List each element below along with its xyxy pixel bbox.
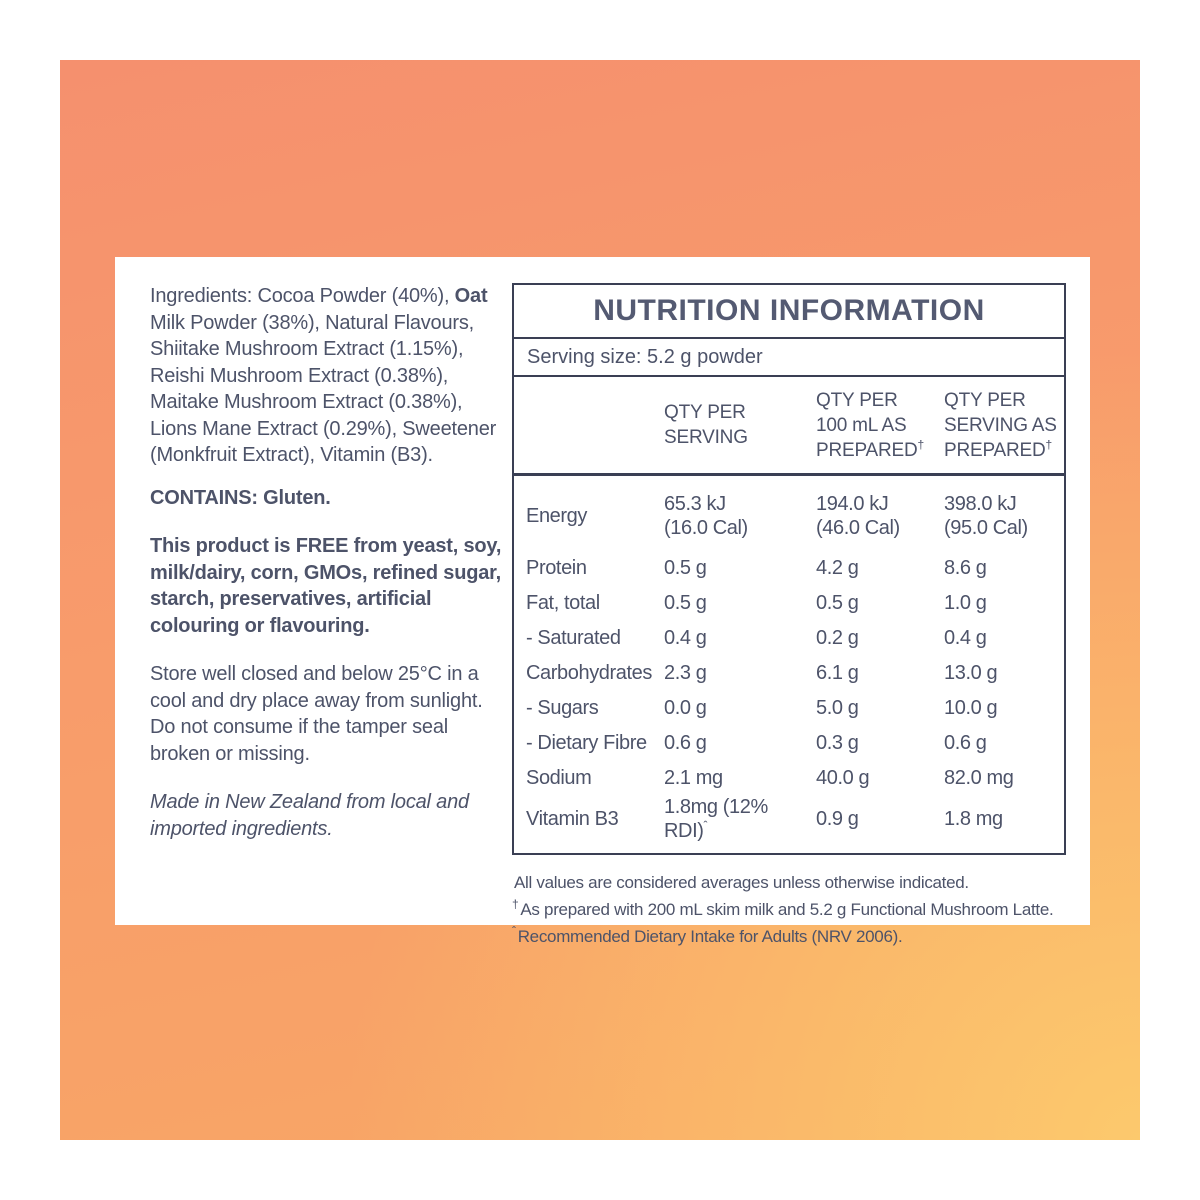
nutrition-table-title: NUTRITION INFORMATION — [514, 285, 1064, 339]
footnote-rdi: ˆ Recommended Dietary Intake for Adults (… — [512, 923, 1087, 950]
footnote-text: As prepared with 200 mL skim milk and 5.… — [520, 900, 1054, 919]
cell-value: 8.6 g — [944, 556, 987, 579]
footnotes: All values are considered averages unles… — [512, 869, 1087, 950]
header-qty-per-serving: QTY PER SERVING — [664, 400, 816, 450]
cell-value: 0.2 g — [816, 626, 859, 649]
cell-value: 0.5 g — [816, 591, 859, 614]
table-row-dietary-fibre: - Dietary Fibre 0.6 g 0.3 g 0.6 g — [514, 725, 1064, 760]
cell-value: 2.1 mg — [664, 766, 723, 789]
header-qty-per-100ml-as-prepared: QTY PER 100 mL AS PREPARED† — [816, 388, 944, 463]
row-label: - Sugars — [526, 696, 599, 719]
cell-value: 1.8mg (12% RDI)ˆ — [664, 795, 816, 843]
row-label: Protein — [526, 556, 587, 579]
row-label: Vitamin B3 — [526, 808, 619, 830]
ingredients-column: Ingredients: Cocoa Powder (40%), Oat Mil… — [150, 283, 505, 864]
cell-value: 4.2 g — [816, 556, 859, 579]
cell-value: 65.3 kJ (16.0 Cal) — [664, 493, 748, 539]
contains-statement: CONTAINS: Gluten. — [150, 486, 331, 509]
cell-value: 82.0 mg — [944, 766, 1014, 789]
cell-value-text: 1.8mg (12% RDI) — [664, 796, 768, 842]
cell-value: 6.1 g — [816, 661, 859, 684]
cell-value: 0.6 g — [944, 731, 987, 754]
cell-value: 194.0 kJ (46.0 Cal) — [816, 493, 900, 539]
header-text: QTY PER SERVING AS PREPARED — [944, 389, 1057, 461]
cell-value: 13.0 g — [944, 661, 998, 684]
dagger-icon: † — [512, 897, 519, 912]
table-body: Energy 65.3 kJ (16.0 Cal) 194.0 kJ (46.0… — [514, 476, 1064, 853]
background-gradient: Ingredients: Cocoa Powder (40%), Oat Mil… — [60, 60, 1140, 1140]
row-label: Carbohydrates — [526, 661, 652, 684]
cell-value: 0.6 g — [664, 731, 707, 754]
cell-value: 0.3 g — [816, 731, 859, 754]
row-label: Energy — [526, 505, 587, 527]
row-label: - Saturated — [526, 626, 621, 649]
table-row-carbohydrates: Carbohydrates 2.3 g 6.1 g 13.0 g — [514, 655, 1064, 690]
dagger-superscript: † — [1045, 437, 1053, 452]
table-header-row: QTY PER SERVING QTY PER 100 mL AS PREPAR… — [514, 377, 1064, 476]
free-from-statement: This product is FREE from yeast, soy, mi… — [150, 535, 502, 637]
cell-value: 398.0 kJ (95.0 Cal) — [944, 493, 1028, 539]
header-text: QTY PER 100 mL AS PREPARED — [816, 389, 918, 461]
nutrition-table: NUTRITION INFORMATION Serving size: 5.2 … — [512, 283, 1066, 855]
cell-value: 0.4 g — [664, 626, 707, 649]
dagger-superscript: † — [917, 437, 925, 452]
cell-value: 0.5 g — [664, 556, 707, 579]
cell-value: 0.5 g — [664, 591, 707, 614]
cell-value: 10.0 g — [944, 696, 998, 719]
table-row-saturated: - Saturated 0.4 g 0.2 g 0.4 g — [514, 620, 1064, 655]
cell-value: 40.0 g — [816, 766, 870, 789]
cell-value: 1.8 mg — [944, 808, 1003, 830]
caret-superscript: ˆ — [703, 818, 708, 833]
nutrition-panel: NUTRITION INFORMATION Serving size: 5.2 … — [512, 283, 1087, 950]
row-label: Fat, total — [526, 591, 600, 614]
caret-icon: ˆ — [512, 924, 516, 939]
table-row-fat-total: Fat, total 0.5 g 0.5 g 1.0 g — [514, 585, 1064, 620]
footnote-text: All values are considered averages unles… — [514, 873, 969, 892]
ingredients-rest: Milk Powder (38%), Natural Flavours, Shi… — [150, 311, 497, 467]
ingredients-text: Ingredients: Cocoa Powder (40%), Oat Mil… — [150, 283, 505, 469]
cell-value: 0.0 g — [664, 696, 707, 719]
ingredients-prefix: Ingredients: Cocoa Powder (40%), — [150, 285, 455, 307]
cell-value: 0.9 g — [816, 808, 859, 830]
cell-value: 5.0 g — [816, 696, 859, 719]
table-row-sodium: Sodium 2.1 mg 40.0 g 82.0 mg — [514, 760, 1064, 795]
cell-value: 1.0 g — [944, 591, 987, 614]
table-row-vitamin-b3: Vitamin B3 1.8mg (12% RDI)ˆ 0.9 g 1.8 mg — [514, 795, 1064, 843]
header-qty-per-serving-as-prepared: QTY PER SERVING AS PREPARED† — [944, 388, 1064, 463]
storage-instructions: Store well closed and below 25°C in a co… — [150, 663, 483, 765]
cell-value: 0.4 g — [944, 626, 987, 649]
row-label: Sodium — [526, 766, 592, 789]
origin-statement: Made in New Zealand from local and impor… — [150, 791, 469, 840]
cell-value: 2.3 g — [664, 661, 707, 684]
label-card: Ingredients: Cocoa Powder (40%), Oat Mil… — [115, 257, 1090, 946]
ingredients-bold-word: Oat — [454, 285, 488, 307]
table-row-protein: Protein 0.5 g 4.2 g 8.6 g — [514, 550, 1064, 585]
footnote-as-prepared: † As prepared with 200 mL skim milk and 5… — [512, 896, 1087, 923]
table-row-sugars: - Sugars 0.0 g 5.0 g 10.0 g — [514, 690, 1064, 725]
header-text: QTY PER SERVING — [664, 402, 748, 448]
row-label: - Dietary Fibre — [526, 731, 647, 754]
footnote-averages: All values are considered averages unles… — [512, 869, 1087, 896]
table-row-energy: Energy 65.3 kJ (16.0 Cal) 194.0 kJ (46.0… — [514, 482, 1064, 550]
serving-size: Serving size: 5.2 g powder — [514, 339, 1064, 377]
footnote-text: Recommended Dietary Intake for Adults (N… — [517, 927, 903, 946]
